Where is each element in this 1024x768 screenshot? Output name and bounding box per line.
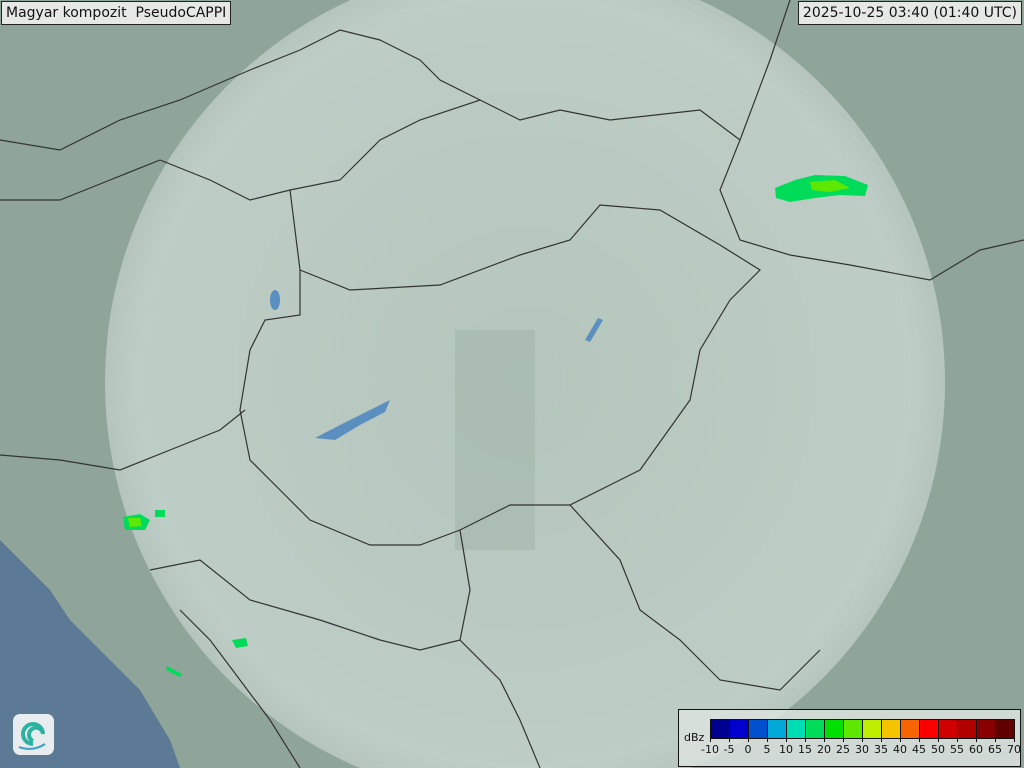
legend-tick-label: 35 <box>874 743 888 756</box>
legend-color-cell <box>958 720 977 738</box>
legend-tick <box>881 738 882 742</box>
lake-neusiedl <box>270 290 280 310</box>
legend-color-cell <box>787 720 806 738</box>
legend-tick <box>862 738 863 742</box>
legend-color-cell <box>749 720 768 738</box>
legend-tick <box>1014 738 1015 742</box>
lake-tisza <box>585 318 603 342</box>
radar-echo-core <box>810 180 850 192</box>
radar-echoes <box>123 175 868 677</box>
legend-tick <box>805 738 806 742</box>
legend-color-cell <box>882 720 901 738</box>
legend-tick-label: 15 <box>798 743 812 756</box>
legend-tick <box>995 738 996 742</box>
legend-tick-label: 50 <box>931 743 945 756</box>
legend-tick <box>957 738 958 742</box>
legend-tick <box>938 738 939 742</box>
legend-tick-label: 30 <box>855 743 869 756</box>
legend-tick-label: 70 <box>1007 743 1021 756</box>
timestamp: 2025-10-25 03:40 (01:40 UTC) <box>797 1 1022 25</box>
legend-color-cell <box>806 720 825 738</box>
radar-echo <box>155 510 165 517</box>
legend-ticks: -10 -5 0 5 10 15 20 25 30 35 40 45 50 55 60 65 70 <box>701 738 1021 766</box>
legend-color-bar <box>710 719 1015 739</box>
legend-tick-label: -10 <box>701 743 719 756</box>
legend-tick-label: 5 <box>763 743 771 756</box>
legend-tick <box>919 738 920 742</box>
legend-color-cell <box>768 720 787 738</box>
legend-tick <box>786 738 787 742</box>
legend-tick-label: 0 <box>744 743 752 756</box>
swirl-logo-icon <box>13 714 54 755</box>
lake-balaton <box>315 400 390 440</box>
lakes <box>270 290 603 440</box>
adriatic-sea <box>0 540 180 768</box>
legend-tick-label: -5 <box>723 743 735 756</box>
great-plain-shade <box>455 330 535 550</box>
radar-echo-core <box>128 518 142 527</box>
legend-tick-label: 60 <box>969 743 983 756</box>
legend-color-cell <box>977 720 996 738</box>
legend-color-cell <box>825 720 844 738</box>
legend-tick-label: 40 <box>893 743 907 756</box>
legend-color-cell <box>939 720 958 738</box>
legend-tick-label: 55 <box>950 743 964 756</box>
legend-tick <box>824 738 825 742</box>
legend-color-cell <box>996 720 1014 738</box>
legend-tick <box>843 738 844 742</box>
legend-tick <box>748 738 749 742</box>
legend-tick-label: 20 <box>817 743 831 756</box>
legend-tick-label: 65 <box>988 743 1002 756</box>
legend-tick <box>900 738 901 742</box>
legend-color-cell <box>901 720 920 738</box>
legend-tick-label: 45 <box>912 743 926 756</box>
map-title: Magyar kompozit PseudoCAPPI <box>1 1 232 25</box>
legend-color-cell <box>711 720 730 738</box>
legend-color-cell <box>920 720 939 738</box>
legend-unit: dBz <box>684 731 705 744</box>
legend-tick <box>976 738 977 742</box>
radar-echo <box>166 666 182 677</box>
legend-tick-label: 10 <box>779 743 793 756</box>
legend-color-cell <box>730 720 749 738</box>
legend-color-cell <box>844 720 863 738</box>
legend-tick-label: 25 <box>836 743 850 756</box>
radar-echo <box>232 638 248 648</box>
dbz-legend: dBz -10 -5 0 5 10 15 20 25 30 35 40 45 50 55 60 65 70 <box>678 709 1021 767</box>
legend-tick <box>767 738 768 742</box>
legend-tick <box>729 738 730 742</box>
legend-color-cell <box>863 720 882 738</box>
legend-tick <box>710 738 711 742</box>
